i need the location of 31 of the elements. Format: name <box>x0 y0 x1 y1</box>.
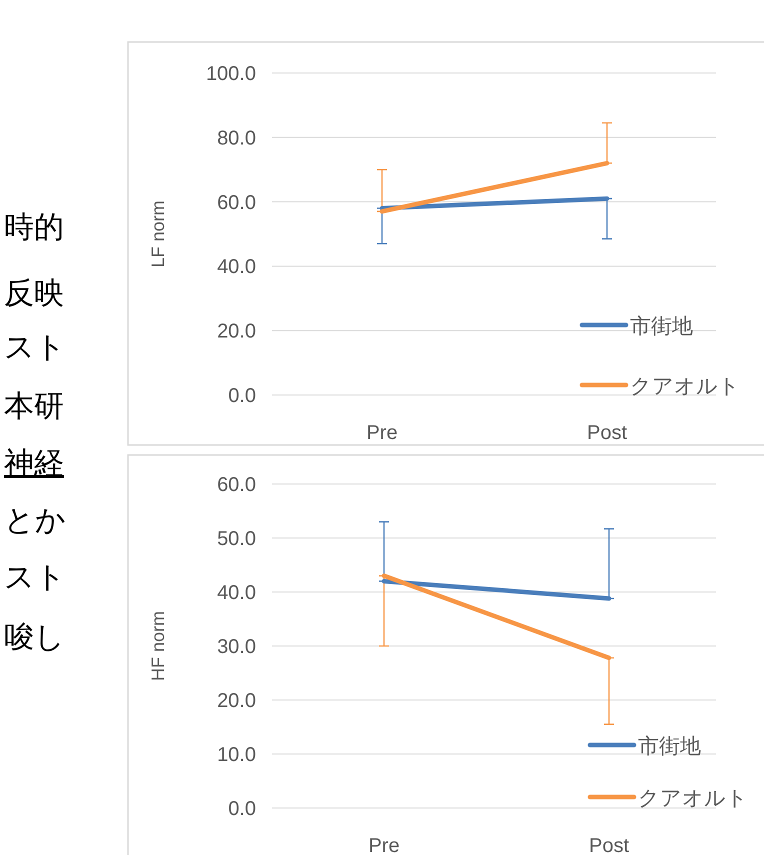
x-tick-label: Post <box>586 422 628 444</box>
y-tick-label: 100.0 <box>206 63 256 85</box>
x-tick-label: Post <box>588 835 630 855</box>
y-tick-label: 20.0 <box>217 320 256 343</box>
y-tick-label: 60.0 <box>217 474 256 496</box>
legend-label: クアオルト <box>630 375 740 398</box>
y-axis-title: HF norm <box>148 610 168 682</box>
y-tick-label: 40.0 <box>217 256 256 278</box>
text: 時的 <box>4 211 64 244</box>
legend-label: 市街地 <box>638 735 701 758</box>
y-tick-label: 0.0 <box>228 385 256 407</box>
y-tick-label: 30.0 <box>217 636 256 658</box>
y-axis-title: LF norm <box>148 200 168 268</box>
y-tick-label: 50.0 <box>217 528 256 550</box>
text: スト <box>4 561 66 594</box>
text: 神経 <box>4 447 64 480</box>
y-tick-label: 80.0 <box>217 127 256 150</box>
x-tick-label: Pre <box>366 422 398 444</box>
y-tick-label: 0.0 <box>228 798 256 820</box>
text: 本研 <box>4 390 64 423</box>
y-tick-label: 20.0 <box>217 690 256 712</box>
y-tick-label: 60.0 <box>217 192 256 214</box>
text: とか <box>4 504 66 537</box>
legend-label: クアオルト <box>638 787 748 810</box>
x-tick-label: Pre <box>368 835 400 855</box>
legend-label: 市街地 <box>630 315 693 338</box>
y-tick-label: 10.0 <box>217 744 256 766</box>
text: 反映 <box>4 277 64 310</box>
y-tick-label: 40.0 <box>217 582 256 604</box>
text: 唆し <box>4 621 65 654</box>
text: スト <box>4 331 66 364</box>
